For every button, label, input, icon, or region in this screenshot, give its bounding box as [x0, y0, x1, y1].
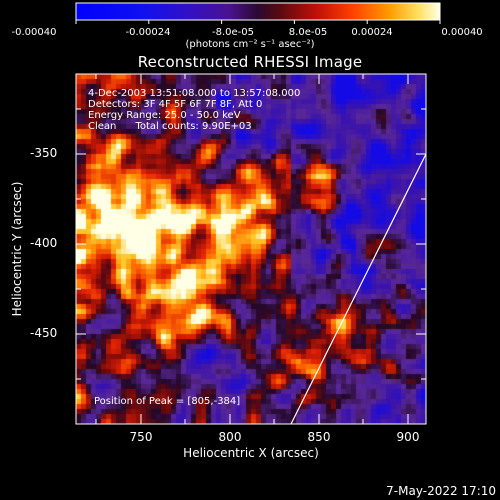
solar-limb-line	[290, 153, 426, 424]
colorbar-tick-label: -0.00024	[125, 27, 171, 38]
y-tick-label: -350	[30, 146, 58, 160]
timestamp: 7-May-2022 17:10	[386, 484, 496, 498]
rhessi-image: 4-Dec-2003 13:51:08.000 to 13:57:08.000 …	[76, 74, 426, 424]
x-tick-label: 800	[218, 430, 242, 444]
colorbar-units: (photons cm⁻² s⁻¹ asec⁻²)	[185, 39, 315, 50]
y-tick-label: -450	[30, 326, 58, 340]
y-tick-label: -400	[30, 236, 58, 250]
colorbar-tick-label: 0.00040	[441, 27, 483, 38]
colorbar-tick-label: 8.0e-05	[288, 27, 328, 38]
colorbar-tick-label: -8.0e-05	[212, 27, 254, 38]
colorbar-gradient	[75, 2, 441, 21]
x-tick-label: 850	[307, 430, 331, 444]
x-tick-label: 900	[396, 430, 420, 444]
time-range-label: 4-Dec-2003 13:51:08.000 to 13:57:08.000	[88, 88, 301, 99]
plot-title: Reconstructed RHESSI Image	[137, 53, 363, 71]
detectors-label: Detectors: 3F 4F 5F 6F 7F 8F, Att 0	[88, 99, 263, 110]
clean-counts-label: Clean Total counts: 9.90E+03	[88, 121, 252, 132]
colorbar-tick-label: -0.00040	[11, 27, 57, 38]
y-axis-label: Heliocentric Y (arcsec)	[9, 181, 24, 317]
peak-position-label: Position of Peak = [805,-384]	[94, 396, 241, 407]
colorbar-tick-label: 0.00024	[351, 27, 393, 38]
colorbar	[75, 2, 441, 24]
x-tick-label: 750	[129, 430, 153, 444]
energy-range-label: Energy Range: 25.0 - 50.0 keV	[88, 110, 241, 121]
x-axis-label: Heliocentric X (arcsec)	[183, 446, 319, 460]
